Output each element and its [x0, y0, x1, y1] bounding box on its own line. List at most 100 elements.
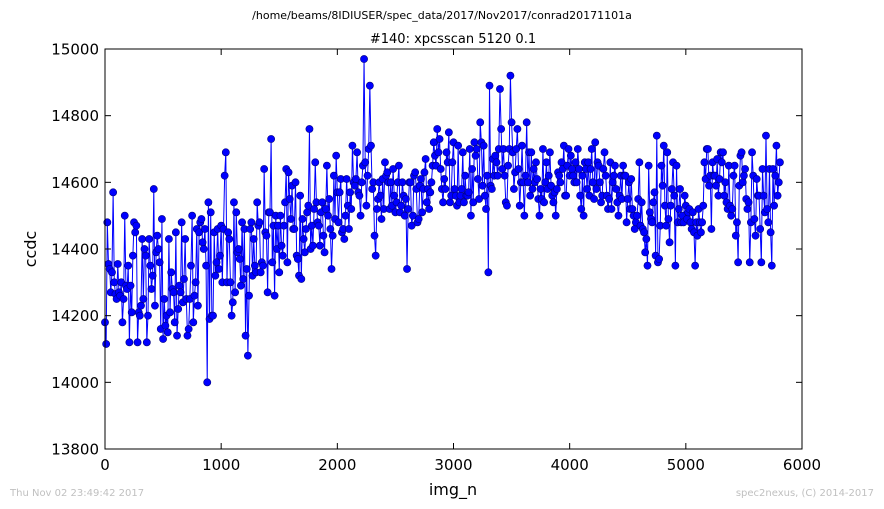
data-point	[576, 191, 585, 200]
data-point	[597, 198, 605, 207]
data-point	[237, 281, 245, 290]
data-point	[417, 175, 425, 183]
data-point	[546, 148, 554, 157]
data-point	[139, 295, 148, 303]
data-point	[551, 211, 560, 220]
data-point	[642, 235, 651, 243]
data-point	[283, 258, 292, 267]
data-point	[659, 141, 668, 150]
data-point	[108, 268, 116, 277]
data-point	[491, 151, 500, 160]
data-point	[529, 165, 538, 173]
data-point	[249, 235, 258, 243]
data-point	[607, 205, 616, 213]
y-tick-label: 14200	[51, 307, 99, 325]
data-point	[619, 161, 627, 170]
footer-timestamp: Thu Nov 02 23:49:42 2017	[10, 488, 145, 499]
data-point	[275, 268, 284, 277]
data-point	[239, 275, 248, 283]
data-point	[361, 158, 370, 167]
data-point	[267, 135, 276, 143]
data-point	[268, 258, 277, 267]
data-point	[370, 231, 379, 240]
data-point	[600, 148, 609, 157]
data-point	[304, 201, 313, 210]
data-point	[276, 211, 285, 220]
data-point	[381, 158, 389, 167]
data-point	[672, 161, 681, 170]
data-point	[318, 198, 327, 207]
data-point	[743, 205, 752, 213]
data-point	[203, 378, 212, 387]
data-point	[327, 265, 336, 273]
data-point	[302, 225, 310, 233]
data-point	[652, 131, 661, 140]
data-point	[102, 340, 111, 348]
data-point	[512, 145, 521, 153]
data-point	[175, 281, 184, 290]
data-point	[328, 231, 337, 240]
data-point	[199, 245, 208, 253]
data-point	[587, 145, 596, 153]
data-point	[515, 201, 524, 210]
data-point	[232, 208, 241, 217]
data-point	[350, 181, 359, 190]
data-point	[400, 211, 409, 220]
data-point	[510, 185, 518, 193]
x-tick-label: 3000	[434, 456, 472, 474]
data-point	[614, 211, 623, 220]
footer-credit: spec2nexus, (C) 2014-2017	[735, 488, 874, 499]
data-point	[568, 165, 576, 173]
data-point	[712, 181, 720, 190]
data-point	[250, 261, 259, 270]
data-point	[523, 178, 532, 187]
data-point	[623, 195, 632, 203]
data-point	[310, 205, 318, 213]
data-point	[191, 278, 200, 287]
data-point	[243, 351, 252, 360]
data-point	[734, 258, 743, 267]
data-point	[740, 171, 748, 180]
data-point	[159, 335, 167, 343]
data-point	[226, 278, 235, 287]
data-point	[473, 175, 482, 183]
data-point	[368, 185, 377, 193]
data-point	[389, 165, 397, 173]
data-point	[471, 151, 480, 160]
data-point	[469, 198, 478, 207]
data-point	[700, 158, 709, 167]
data-point	[195, 228, 203, 237]
data-point	[146, 261, 155, 270]
data-point	[299, 235, 308, 243]
data-point	[329, 171, 338, 180]
data-point	[461, 171, 470, 180]
data-point	[140, 245, 149, 253]
data-point	[727, 211, 736, 220]
data-point	[577, 205, 586, 213]
data-point	[228, 298, 237, 307]
data-point	[773, 191, 782, 200]
data-point	[153, 231, 162, 240]
data-point	[569, 171, 578, 180]
data-point	[555, 171, 564, 180]
data-point	[403, 265, 411, 273]
data-point	[444, 128, 453, 137]
data-point	[622, 218, 631, 227]
data-point	[536, 185, 545, 193]
data-point	[353, 148, 361, 157]
data-point	[286, 215, 295, 223]
data-point	[769, 165, 777, 173]
data-point	[194, 301, 202, 310]
data-point	[532, 158, 540, 167]
data-point	[479, 141, 488, 150]
data-point	[363, 171, 372, 180]
data-point	[376, 191, 385, 200]
x-tick-label: 6000	[783, 456, 821, 474]
data-point	[667, 185, 676, 193]
data-point	[316, 241, 324, 250]
data-point	[475, 195, 483, 203]
data-point	[173, 331, 181, 340]
data-point	[628, 205, 637, 213]
data-point	[429, 138, 438, 147]
data-point	[699, 201, 708, 210]
